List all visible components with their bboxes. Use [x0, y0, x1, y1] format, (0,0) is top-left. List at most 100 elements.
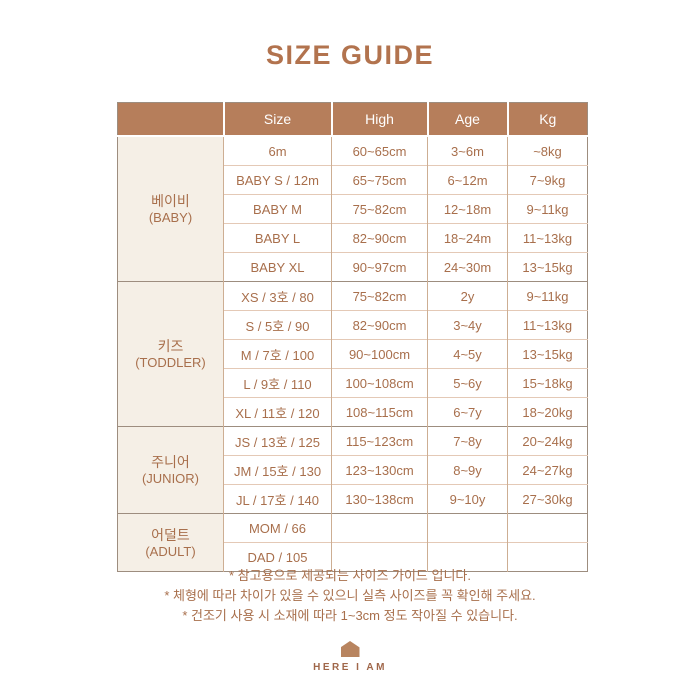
cell-age: 6~12m — [427, 165, 508, 195]
table-row: BABY XL 90~97cm 24~30m 13~15kg — [118, 252, 588, 282]
cell-high: 75~82cm — [331, 194, 428, 224]
cell-kg: 7~9kg — [507, 165, 588, 195]
cell-high: 90~100cm — [331, 339, 428, 369]
cell-size: DAD / 105 — [223, 542, 332, 572]
group-label-junior: 주니어 (JUNIOR) — [117, 426, 224, 514]
table-row: BABY S / 12m 65~75cm 6~12m 7~9kg — [118, 165, 588, 195]
group-label-ko: 어덜트 — [151, 526, 190, 543]
cell-kg: 20~24kg — [507, 426, 588, 456]
header-size: Size — [222, 102, 332, 137]
cell-kg: 24~27kg — [507, 455, 588, 485]
cell-high: 108~115cm — [331, 397, 428, 427]
table-row: 베이비 (BABY) 6m 60~65cm 3~6m ~8kg — [117, 135, 588, 282]
cell-age: 2y — [427, 281, 508, 311]
cell-size: S / 5호 / 90 — [223, 310, 332, 340]
cell-high: 65~75cm — [331, 165, 428, 195]
table-row: 주니어 (JUNIOR) JS / 13호 / 125 115~123cm 7~… — [117, 426, 588, 514]
table-row: S / 5호 / 90 82~90cm 3~4y 11~13kg — [118, 310, 588, 340]
footnote-line: * 참고용으로 제공되는 사이즈 가이드 입니다. — [228, 568, 471, 583]
group-label-en: (BABY) — [148, 210, 193, 225]
cell-size: BABY L — [223, 223, 332, 253]
header-kg: Kg — [506, 102, 588, 137]
header-corner-cell — [117, 102, 224, 137]
cell-size: BABY S / 12m — [223, 165, 332, 195]
cell-high: 115~123cm — [331, 426, 428, 456]
cell-age: 4~5y — [427, 339, 508, 369]
cell-kg: 13~15kg — [507, 252, 588, 282]
cell-age: 18~24m — [427, 223, 508, 253]
cell-size: XL / 11호 / 120 — [223, 397, 332, 427]
footnotes: * 참고용으로 제공되는 사이즈 가이드 입니다. * 체형에 따라 차이가 있… — [0, 566, 700, 626]
cell-age: 3~4y — [427, 310, 508, 340]
cell-age: 12~18m — [427, 194, 508, 224]
table-row: M / 7호 / 100 90~100cm 4~5y 13~15kg — [118, 339, 588, 369]
footnote-line: * 체형에 따라 차이가 있을 수 있으니 실측 사이즈를 꼭 확인해 주세요. — [164, 588, 536, 603]
cell-high: 123~130cm — [331, 455, 428, 485]
table-row: JL / 17호 / 140 130~138cm 9~10y 27~30kg — [118, 484, 588, 514]
cell-age: 7~8y — [427, 426, 508, 456]
cell-high: 82~90cm — [331, 223, 428, 253]
cell-high: 90~97cm — [331, 252, 428, 282]
cell-age: 8~9y — [427, 455, 508, 485]
footnote-line: * 건조기 사용 시 소재에 따라 1~3cm 정도 작아질 수 있습니다. — [182, 608, 518, 623]
cell-kg: 9~11kg — [507, 281, 588, 311]
group-label-en: (TODDLER) — [135, 355, 206, 370]
group-label-adult: 어덜트 (ADULT) — [117, 513, 224, 572]
table-row: DAD / 105 — [118, 542, 588, 572]
cell-size: M / 7호 / 100 — [223, 339, 332, 369]
cell-size: JM / 15호 / 130 — [223, 455, 332, 485]
table-row: L / 9호 / 110 100~108cm 5~6y 15~18kg — [118, 368, 588, 398]
group-label-toddler: 키즈 (TODDLER) — [117, 281, 224, 427]
cell-kg: 27~30kg — [507, 484, 588, 514]
table-row: BABY L 82~90cm 18~24m 11~13kg — [118, 223, 588, 253]
house-icon — [340, 641, 360, 657]
cell-kg — [507, 513, 588, 543]
group-label-ko: 주니어 — [151, 454, 190, 470]
group-label-ko: 키즈 — [157, 338, 184, 354]
cell-size: JL / 17호 / 140 — [223, 484, 332, 514]
cell-kg: 13~15kg — [507, 339, 588, 369]
size-guide-table: Size High Age Kg 베이비 (BABY) 6m 60~65cm 3… — [117, 102, 588, 572]
cell-high — [331, 542, 428, 572]
cell-size: L / 9호 / 110 — [223, 368, 332, 398]
cell-kg: 15~18kg — [507, 368, 588, 398]
table-row: 어덜트 (ADULT) MOM / 66 — [117, 513, 588, 572]
cell-size: JS / 13호 / 125 — [223, 426, 332, 456]
cell-age: 5~6y — [427, 368, 508, 398]
cell-kg: ~8kg — [507, 135, 588, 166]
table-row: JM / 15호 / 130 123~130cm 8~9y 24~27kg — [118, 455, 588, 485]
cell-high: 100~108cm — [331, 368, 428, 398]
cell-size: 6m — [223, 135, 332, 166]
header-high: High — [330, 102, 428, 137]
table-row: BABY M 75~82cm 12~18m 9~11kg — [118, 194, 588, 224]
group-label-baby: 베이비 (BABY) — [117, 135, 224, 282]
cell-high: 82~90cm — [331, 310, 428, 340]
cell-size: BABY M — [223, 194, 332, 224]
table-row: 키즈 (TODDLER) XS / 3호 / 80 75~82cm 2y 9~1… — [117, 281, 588, 427]
cell-high: 75~82cm — [331, 281, 428, 311]
cell-kg: 11~13kg — [507, 223, 588, 253]
group-label-ko: 베이비 — [151, 193, 190, 209]
cell-age — [427, 542, 508, 572]
cell-age: 6~7y — [427, 397, 508, 427]
cell-age: 9~10y — [427, 484, 508, 514]
header-age: Age — [426, 102, 508, 137]
cell-kg — [507, 542, 588, 572]
cell-size: BABY XL — [223, 252, 332, 282]
group-label-en: (JUNIOR) — [141, 471, 200, 486]
cell-size: XS / 3호 / 80 — [223, 281, 332, 311]
group-label-en: (ADULT) — [145, 543, 196, 559]
page-title: SIZE GUIDE — [265, 40, 435, 70]
cell-age — [427, 513, 508, 543]
cell-kg: 11~13kg — [507, 310, 588, 340]
cell-kg: 9~11kg — [507, 194, 588, 224]
header-row: Size High Age Kg — [117, 102, 588, 137]
brand-name: HERE I AM — [313, 662, 387, 673]
cell-high: 130~138cm — [331, 484, 428, 514]
cell-age: 3~6m — [427, 135, 508, 166]
cell-size: MOM / 66 — [223, 513, 332, 543]
cell-kg: 18~20kg — [507, 397, 588, 427]
cell-high — [331, 513, 428, 543]
cell-age: 24~30m — [427, 252, 508, 282]
